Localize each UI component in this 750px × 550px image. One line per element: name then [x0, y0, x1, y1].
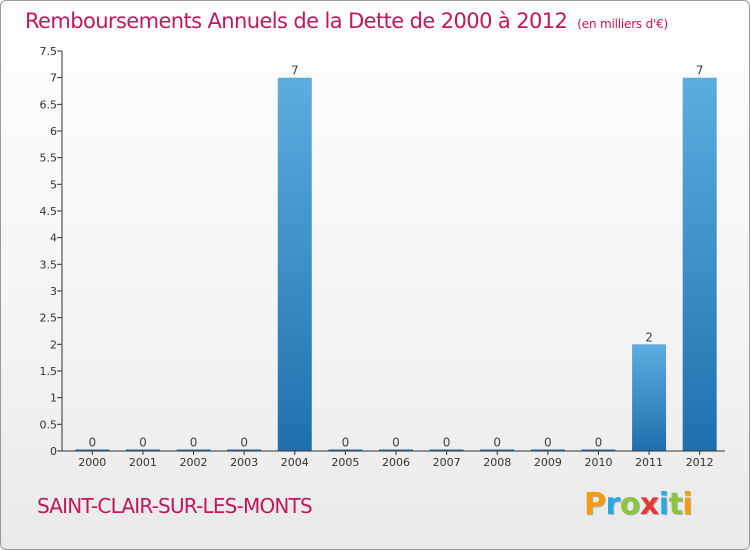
- bar-2001: [125, 449, 160, 451]
- data-label: 0: [595, 436, 603, 450]
- y-tick-label: 4.5: [40, 205, 58, 218]
- x-tick-label: 2009: [534, 456, 562, 469]
- x-tick-label: 2002: [180, 456, 208, 469]
- x-tick-label: 2001: [129, 456, 157, 469]
- x-tick-label: 2005: [331, 456, 359, 469]
- x-tick-label: 2010: [584, 456, 612, 469]
- data-label: 2: [645, 330, 653, 344]
- data-label: 7: [696, 64, 704, 78]
- data-label: 0: [139, 436, 147, 450]
- data-label: 0: [493, 436, 501, 450]
- x-tick-label: 2000: [78, 456, 106, 469]
- logo-letter: o: [619, 487, 641, 522]
- bar-2007: [429, 449, 464, 451]
- bar-2010: [581, 449, 616, 451]
- data-label: 7: [291, 64, 299, 78]
- y-tick-label: 4: [50, 232, 57, 245]
- bar-2005: [328, 449, 363, 451]
- x-tick-label: 2003: [230, 456, 258, 469]
- bar-2012: [682, 77, 717, 452]
- logo-letter: r: [605, 487, 621, 522]
- y-tick-label: 2.5: [40, 312, 58, 325]
- data-label: 0: [190, 436, 198, 450]
- y-tick-label: 1.5: [40, 365, 58, 378]
- bar-2002: [176, 449, 211, 451]
- chart-title: Remboursements Annuels de la Dette de 20…: [25, 9, 668, 33]
- x-tick-label: 2011: [635, 456, 663, 469]
- chart-title-text: Remboursements Annuels de la Dette de 20…: [25, 9, 568, 33]
- y-tick-label: 6.5: [40, 98, 58, 111]
- y-tick-label: 2: [50, 338, 57, 351]
- y-tick-label: 6: [50, 125, 57, 138]
- y-tick-label: 0: [50, 445, 57, 458]
- y-tick-label: 5.5: [40, 152, 58, 165]
- y-tick-label: 7: [50, 72, 57, 85]
- y-tick-label: 7.5: [40, 45, 58, 58]
- logo-letter: x: [639, 487, 659, 522]
- bar-2004: [277, 77, 312, 452]
- proxiti-logo[interactable]: Proxiti: [584, 487, 693, 522]
- x-tick-label: 2008: [483, 456, 511, 469]
- data-label: 0: [88, 436, 96, 450]
- bar-2000: [75, 449, 110, 451]
- chart-unit-label: (en milliers d'€): [577, 17, 669, 31]
- y-tick-label: 3.5: [40, 258, 58, 271]
- bar-2008: [480, 449, 515, 451]
- y-tick-label: 3: [50, 285, 57, 298]
- data-label: 0: [443, 436, 451, 450]
- y-tick-label: 0.5: [40, 418, 58, 431]
- commune-name: SAINT-CLAIR-SUR-LES-MONTS: [37, 494, 313, 518]
- logo-letter: t: [668, 487, 683, 522]
- x-tick-label: 2007: [433, 456, 461, 469]
- bar-2003: [227, 449, 262, 451]
- x-tick-label: 2006: [382, 456, 410, 469]
- y-tick-label: 5: [50, 178, 57, 191]
- data-label: 0: [240, 436, 248, 450]
- bar-2006: [379, 449, 413, 451]
- logo-letter: P: [584, 487, 606, 522]
- logo-letter: i: [682, 487, 693, 522]
- bar-2009: [530, 449, 565, 451]
- x-tick-label: 2012: [686, 456, 714, 469]
- x-tick-label: 2004: [281, 456, 309, 469]
- data-label: 0: [392, 436, 400, 450]
- logo-letter: i: [658, 487, 669, 522]
- bar-2011: [632, 344, 667, 451]
- data-label: 0: [544, 436, 552, 450]
- y-tick-label: 1: [50, 392, 57, 405]
- data-label: 0: [342, 436, 350, 450]
